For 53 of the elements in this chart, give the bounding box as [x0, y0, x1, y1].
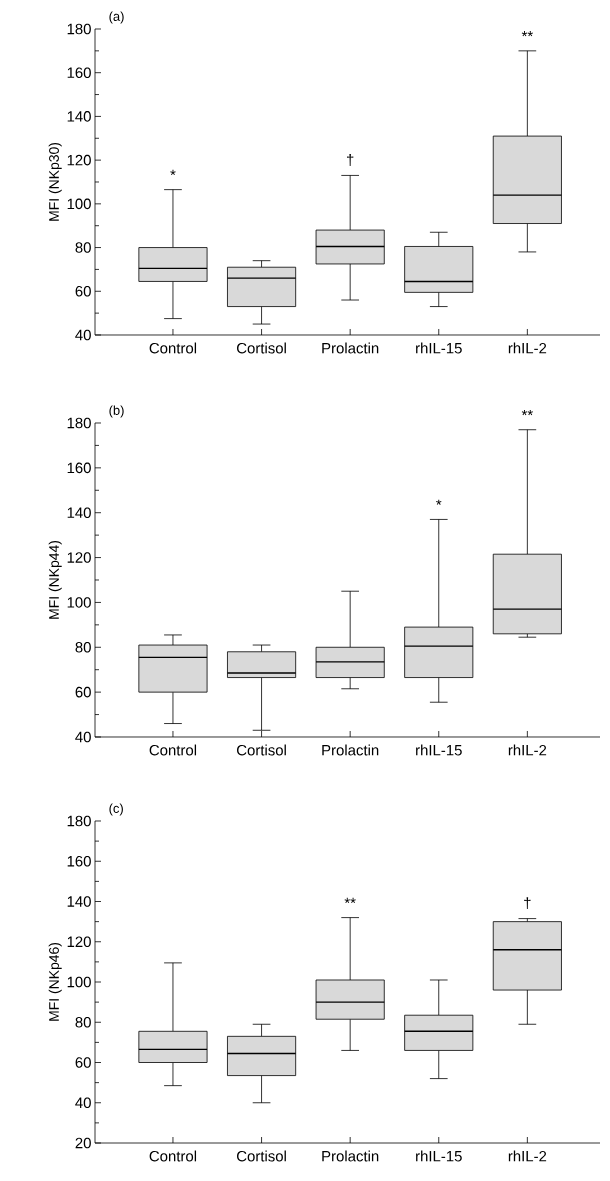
x-tick-label: rhIL-15	[416, 342, 462, 354]
x-tick-label: rhIL-15	[416, 744, 462, 756]
annotation: †	[524, 897, 531, 910]
y-tick-label: 140	[67, 111, 91, 122]
y-tick-label: 160	[67, 67, 91, 78]
x-tick-label: rhIL-2	[508, 744, 547, 756]
y-tick-label: 60	[75, 686, 91, 698]
y-tick-label: 80	[75, 641, 91, 653]
y-tick-label: 40	[75, 1097, 91, 1109]
y-axis-title: MFI (NKp44)	[48, 540, 62, 619]
y-axis-title: MFI (NKp30)	[48, 142, 62, 221]
y-tick-label: 80	[75, 242, 91, 253]
x-tick-label: Control	[149, 342, 197, 354]
y-tick-label: 180	[67, 23, 91, 35]
y-tick-label: 120	[67, 154, 91, 166]
y-tick-label: 100	[67, 597, 91, 608]
x-tick-label: Prolactin	[322, 744, 379, 756]
y-tick-label: 60	[75, 285, 91, 297]
y-tick-label: 180	[67, 417, 91, 429]
x-tick-label: Cortisol	[237, 342, 286, 354]
y-tick-label: 100	[67, 198, 91, 210]
y-axis-title: MFI (NKp46)	[48, 942, 62, 1021]
y-tick-label: 60	[75, 1057, 91, 1068]
y-tick-label: 140	[67, 896, 91, 907]
x-tick-label: Control	[149, 1150, 197, 1162]
y-tick-label: 180	[67, 815, 91, 827]
x-tick-label: rhIL-15	[416, 1150, 462, 1162]
chart-title: (a)	[109, 11, 124, 24]
y-tick-label: 160	[67, 855, 91, 867]
x-tick-label: Prolactin	[322, 342, 379, 354]
annotation: **	[344, 897, 356, 904]
y-tick-label: 140	[67, 507, 91, 518]
y-tick-label: 120	[67, 552, 91, 563]
x-tick-label: Control	[149, 744, 197, 756]
y-tick-label: 40	[75, 329, 91, 341]
annotation: *	[436, 499, 442, 505]
x-tick-label: Cortisol	[237, 1150, 286, 1162]
y-tick-label: 100	[67, 976, 91, 988]
y-tick-label: 20	[75, 1137, 91, 1149]
chart-title: (b)	[109, 405, 124, 418]
annotation: **	[521, 409, 533, 416]
annotation: *	[170, 169, 176, 176]
annotation: †	[347, 154, 354, 166]
x-tick-label: rhIL-2	[508, 342, 547, 354]
y-tick-label: 120	[67, 936, 91, 948]
x-tick-label: rhIL-2	[508, 1150, 547, 1162]
y-tick-label: 40	[75, 731, 91, 743]
annotation: **	[521, 31, 533, 37]
chart-title: (c)	[109, 803, 123, 816]
x-tick-label: Prolactin	[322, 1150, 379, 1162]
x-tick-label: Cortisol	[237, 744, 286, 756]
y-tick-label: 160	[67, 462, 91, 474]
y-tick-label: 80	[75, 1016, 91, 1028]
